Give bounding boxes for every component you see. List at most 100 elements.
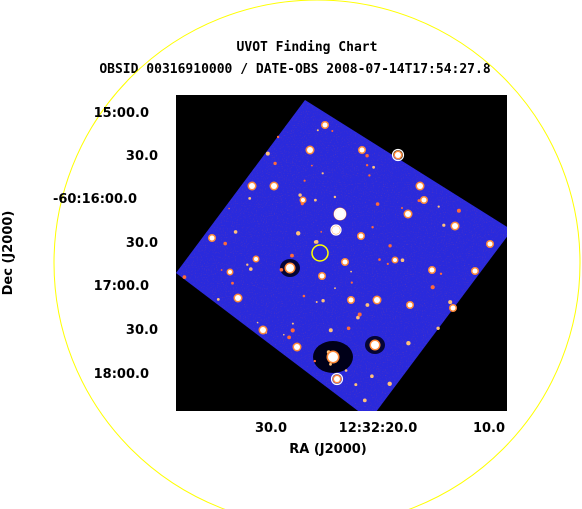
- y-tick-label: 18:00.0: [94, 367, 149, 382]
- faint-star: [311, 164, 313, 167]
- bright-star: [450, 305, 456, 311]
- faint-star: [273, 161, 277, 166]
- faint-star: [370, 374, 374, 379]
- faint-star: [233, 230, 238, 234]
- faint-star: [437, 205, 440, 208]
- bright-star: [260, 327, 266, 333]
- faint-star: [321, 299, 325, 303]
- faint-star: [315, 301, 318, 303]
- bright-star: [271, 183, 277, 189]
- bright-star: [335, 209, 345, 219]
- bright-star: [393, 258, 397, 262]
- faint-star: [388, 244, 392, 248]
- faint-star: [265, 151, 270, 156]
- faint-star: [231, 281, 234, 285]
- faint-star: [333, 195, 337, 199]
- bright-star: [209, 235, 215, 241]
- bright-star: [371, 341, 379, 349]
- faint-star: [357, 312, 362, 317]
- bright-star: [307, 147, 313, 153]
- faint-star: [331, 130, 334, 132]
- star-field: [182, 121, 494, 403]
- faint-star: [298, 193, 302, 197]
- faint-star: [256, 321, 259, 324]
- y-tick-label: 15:00.0: [94, 106, 149, 121]
- faint-star: [276, 135, 280, 139]
- bright-star: [254, 257, 258, 261]
- faint-star: [372, 165, 375, 169]
- faint-star: [246, 263, 249, 266]
- faint-star: [371, 226, 374, 229]
- faint-star: [417, 199, 421, 203]
- bright-star: [405, 211, 411, 217]
- faint-star: [368, 174, 371, 177]
- bright-star: [417, 183, 423, 189]
- source-marker: [391, 148, 405, 162]
- faint-star: [287, 335, 291, 340]
- y-tick-label: 30.0: [126, 149, 158, 164]
- x-tick-label: 12:32:20.0: [339, 421, 418, 436]
- bright-star: [301, 198, 305, 202]
- faint-star: [321, 172, 324, 175]
- faint-star: [290, 253, 294, 258]
- faint-star: [406, 341, 411, 346]
- bright-star: [322, 122, 328, 128]
- bright-star: [429, 267, 435, 273]
- faint-star: [223, 241, 227, 246]
- x-axis-label: RA (J2000): [289, 442, 367, 457]
- bright-star: [328, 352, 338, 362]
- faint-star: [249, 267, 253, 271]
- x-tick-label: 30.0: [255, 421, 287, 436]
- faint-star: [356, 315, 360, 320]
- faint-star: [365, 303, 370, 307]
- bright-star: [319, 273, 325, 279]
- faint-star: [456, 208, 461, 213]
- faint-star: [313, 359, 316, 363]
- faint-star: [316, 129, 319, 132]
- faint-star: [220, 269, 223, 271]
- faint-star: [279, 268, 284, 272]
- bright-star: [294, 344, 300, 350]
- faint-star: [303, 179, 306, 182]
- faint-star: [354, 383, 358, 387]
- field-of-view-circle: [53, 0, 581, 509]
- faint-star: [314, 240, 319, 244]
- faint-star: [400, 258, 405, 263]
- bright-star: [348, 297, 354, 303]
- bright-star: [487, 241, 493, 247]
- faint-star: [302, 294, 306, 298]
- bright-star: [407, 302, 413, 308]
- bright-star: [332, 226, 340, 234]
- faint-star: [365, 164, 369, 167]
- x-tick-label: 10.0: [473, 421, 505, 436]
- faint-star: [291, 322, 294, 325]
- faint-star: [320, 231, 323, 233]
- faint-star: [439, 272, 443, 275]
- y-tick-label: 30.0: [126, 323, 158, 338]
- bright-star: [286, 264, 294, 272]
- faint-star: [436, 326, 440, 330]
- faint-star: [334, 287, 336, 290]
- bright-star: [235, 295, 241, 301]
- faint-star: [350, 281, 353, 284]
- faint-star: [362, 398, 367, 403]
- faint-star: [375, 202, 380, 206]
- faint-star: [448, 300, 453, 305]
- bright-star: [342, 259, 348, 265]
- y-axis-label: Dec (J2000): [1, 211, 16, 296]
- bright-star: [395, 152, 401, 158]
- faint-star: [365, 154, 369, 158]
- faint-star: [290, 328, 295, 333]
- bright-star: [359, 147, 365, 153]
- faint-star: [216, 298, 220, 301]
- faint-star: [314, 198, 317, 202]
- faint-star: [442, 223, 446, 227]
- faint-star: [387, 381, 392, 386]
- bright-star: [358, 233, 364, 239]
- y-tick-label: 17:00.0: [94, 279, 149, 294]
- faint-star: [296, 231, 301, 236]
- bright-star: [249, 183, 255, 189]
- faint-star: [283, 333, 285, 336]
- target-marker: [311, 244, 329, 262]
